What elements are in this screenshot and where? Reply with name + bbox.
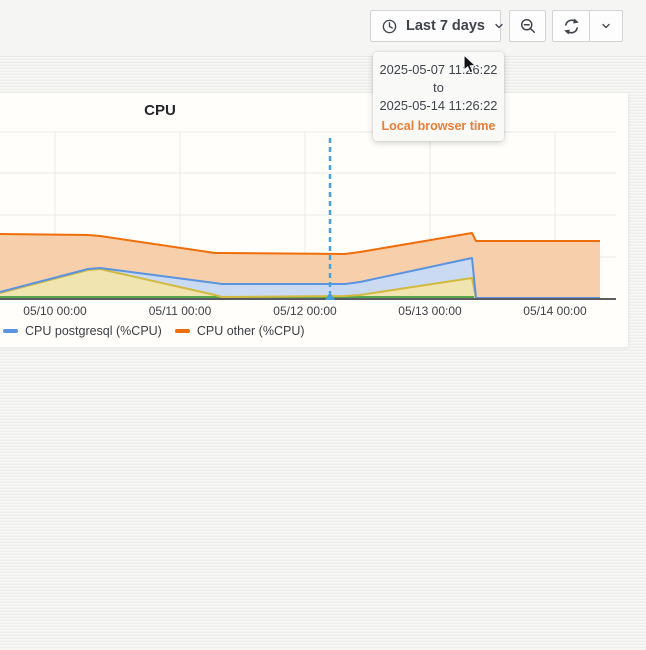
sync-arrows-icon	[562, 17, 581, 36]
cpu-panel: CPU 05/10 00:00 05/11 00:00 05/12 00:00 …	[0, 92, 629, 348]
legend-item-cpu-other[interactable]: CPU other (%CPU)	[174, 324, 305, 338]
x-tick-label: 05/13 00:00	[398, 304, 462, 318]
magnifier-minus-icon	[519, 17, 537, 35]
x-axis: 05/10 00:00 05/11 00:00 05/12 00:00 05/1…	[0, 304, 629, 320]
time-range-picker-button[interactable]: Last 7 days	[370, 10, 503, 42]
tooltip-timezone-note: Local browser time	[381, 118, 496, 133]
legend-label: CPU other (%CPU)	[196, 324, 305, 338]
refresh-dashboard-button[interactable]	[552, 10, 590, 42]
x-tick-label: 05/12 00:00	[273, 304, 337, 318]
legend-label: CPU postgresql (%CPU)	[25, 324, 162, 338]
refresh-interval-dropdown-button[interactable]	[590, 10, 623, 42]
chevron-down-icon	[493, 20, 505, 32]
clock-icon	[381, 18, 398, 35]
x-tick-label: 05/10 00:00	[23, 304, 87, 318]
panel-title[interactable]: CPU	[144, 102, 176, 119]
tooltip-separator: to	[433, 79, 444, 95]
legend-item-cpu-postgresql[interactable]: CPU postgresql (%CPU)	[3, 324, 162, 338]
cpu-timeseries-chart[interactable]	[0, 93, 629, 349]
time-controls-toolbar: Last 7 days	[370, 10, 623, 42]
zoom-out-time-range-button[interactable]	[509, 10, 546, 42]
legend-color-swatch	[174, 329, 190, 333]
tooltip-from-datetime: 2025-05-07 11:26:22	[379, 61, 498, 77]
chevron-down-icon	[600, 20, 612, 32]
tooltip-to-datetime: 2025-05-14 11:26:22	[379, 97, 498, 113]
time-range-label: Last 7 days	[406, 18, 485, 34]
x-tick-label: 05/11 00:00	[148, 304, 212, 318]
legend-color-swatch	[3, 329, 18, 333]
x-tick-label: 05/14 00:00	[523, 304, 587, 318]
chart-legend: CPU postgresql (%CPU) CPU other (%CPU)	[3, 324, 305, 338]
time-range-tooltip: 2025-05-07 11:26:22 to 2025-05-14 11:26:…	[373, 52, 504, 141]
